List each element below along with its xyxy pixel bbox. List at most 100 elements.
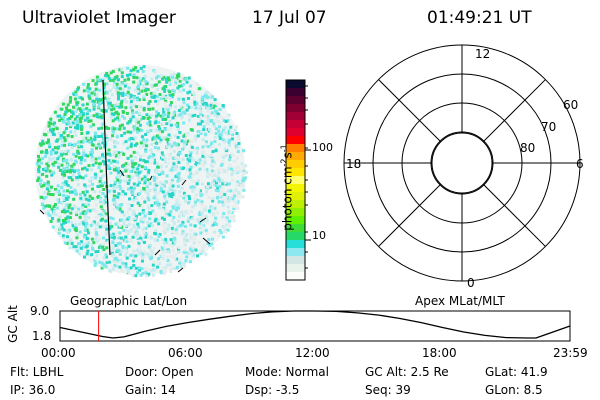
pixel	[176, 128, 180, 132]
pixel	[107, 98, 111, 102]
pixel	[124, 106, 128, 110]
pixel	[138, 239, 142, 243]
pixel	[191, 114, 194, 118]
pixel	[46, 210, 50, 213]
pixel	[63, 143, 67, 147]
pixel	[107, 101, 111, 105]
pixel	[76, 149, 80, 153]
pixel	[163, 221, 167, 225]
pixel	[45, 162, 49, 166]
pixel	[115, 82, 119, 86]
pixel	[184, 154, 188, 157]
pixel	[129, 136, 133, 140]
pixel	[62, 131, 66, 135]
pixel	[65, 241, 69, 245]
pixel	[149, 91, 153, 95]
pixel	[213, 161, 216, 165]
pixel	[114, 244, 118, 247]
pixel	[204, 122, 208, 126]
pixel	[104, 134, 108, 137]
pixel	[140, 128, 144, 132]
pixel	[174, 165, 178, 169]
pixel	[102, 86, 106, 90]
pixel	[117, 155, 121, 159]
pixel	[56, 184, 60, 188]
pixel	[126, 146, 130, 150]
pixel	[144, 271, 148, 275]
pixel	[107, 189, 111, 193]
xtick-18: 18:00	[422, 346, 457, 360]
pixel	[81, 203, 85, 207]
pixel	[105, 91, 109, 95]
pixel	[199, 105, 203, 108]
pixel	[85, 89, 89, 93]
pixel	[143, 94, 146, 98]
pixel	[200, 200, 204, 204]
pixel	[221, 204, 225, 207]
pixel	[148, 115, 152, 119]
pixel	[62, 197, 66, 201]
pixel	[79, 175, 83, 179]
pixel	[151, 209, 155, 213]
pixel	[183, 250, 187, 254]
pixel	[145, 160, 149, 164]
pixel	[105, 82, 109, 86]
pixel	[204, 102, 208, 105]
pixel	[168, 194, 172, 198]
pixel	[143, 74, 147, 78]
pixel	[93, 190, 97, 194]
pixel	[85, 237, 89, 240]
pixel	[185, 255, 189, 259]
pixel	[102, 218, 106, 222]
pixel	[150, 253, 154, 257]
pixel	[119, 218, 123, 222]
pixel	[148, 120, 152, 124]
pixel	[133, 162, 137, 166]
pixel	[112, 189, 116, 193]
pixel	[161, 171, 165, 175]
pixel	[217, 200, 221, 204]
pixel	[81, 103, 85, 107]
pixel	[88, 184, 91, 188]
pixel	[52, 156, 56, 160]
pixel	[140, 165, 144, 169]
pixel	[69, 238, 73, 242]
pixel	[96, 250, 100, 253]
pixel	[215, 118, 219, 122]
pixel	[75, 236, 79, 240]
pixel	[187, 199, 191, 203]
pixel	[224, 149, 228, 153]
pixel	[131, 161, 134, 165]
pixel	[62, 236, 66, 239]
pixel	[144, 160, 147, 164]
pixel	[142, 250, 146, 254]
pixel	[108, 78, 112, 82]
pixel	[224, 119, 228, 123]
pixel	[46, 182, 49, 186]
pixel	[176, 136, 180, 139]
pixel	[79, 140, 83, 144]
pixel	[104, 74, 108, 77]
pixel	[176, 179, 180, 183]
pixel	[137, 225, 141, 229]
pixel	[117, 236, 121, 240]
pixel	[102, 256, 106, 259]
colorbar-swatch	[286, 208, 305, 217]
pixel	[43, 191, 47, 195]
pixel	[162, 241, 166, 245]
pixel	[127, 238, 131, 242]
pixel	[47, 212, 50, 216]
pixel	[213, 124, 216, 128]
pixel	[132, 182, 136, 186]
pixel	[100, 261, 104, 265]
pixel	[132, 150, 136, 154]
coastline-segment	[202, 237, 211, 245]
pixel	[81, 148, 85, 152]
pixel	[131, 274, 135, 278]
pixel	[121, 81, 125, 85]
pixel	[157, 257, 161, 261]
pixel	[176, 121, 180, 125]
pixel	[93, 208, 97, 212]
pixel	[48, 156, 51, 160]
pixel	[79, 198, 83, 202]
